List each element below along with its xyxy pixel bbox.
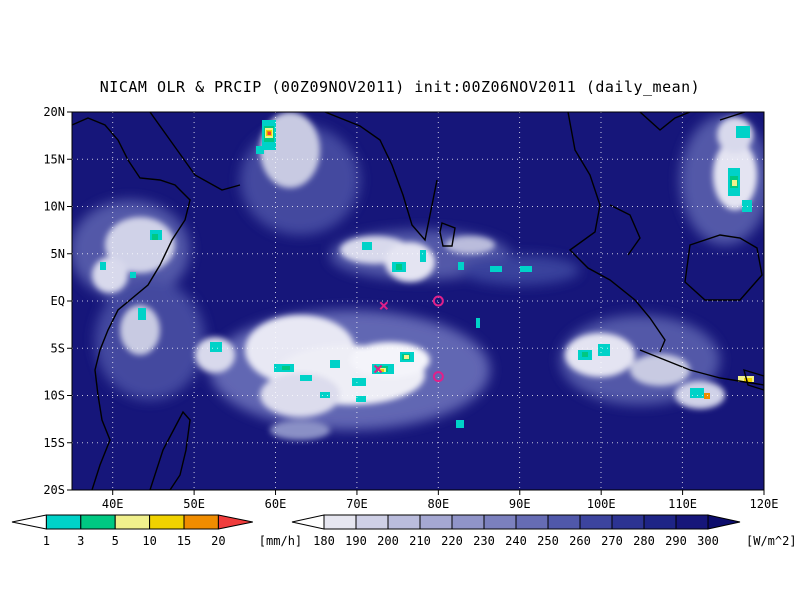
colorbar-label: 290 [665,534,687,548]
lon-tick-label: 100E [587,497,616,511]
lon-tick-label: 40E [102,497,124,511]
circle-marker [432,371,444,383]
colorbar-segment [675,514,709,530]
lat-tick-label: 15S [43,436,65,450]
colorbar-segment [611,514,645,530]
chart-title: NICAM OLR & PRCIP (00Z09NOV2011) init:00… [99,78,701,96]
colorbar-label: 220 [441,534,463,548]
colorbar-segment [419,514,453,530]
longitude-axis: 40E 50E 60E 70E 80E 90E 100E 110E 120E [102,490,779,511]
colorbar-segment [114,514,151,530]
colorbar-label: 230 [473,534,495,548]
colorbar-arrow-low [291,514,325,530]
lat-tick-label: 5S [51,341,65,355]
olr-legend: 180 190 200 210 220 230 240 250 260 270 280 290 300 [291,514,741,548]
colorbar-segment [45,514,82,530]
colorbar-label: 240 [505,534,527,548]
colorbar-label: 210 [409,534,431,548]
colorbar-segment [643,514,677,530]
colorbar-label: 270 [601,534,623,548]
lon-tick-label: 50E [183,497,205,511]
cross-marker [373,364,383,374]
colorbar-label: 180 [313,534,335,548]
colorbar-segment [149,514,185,530]
colorbar-segment [515,514,549,530]
olr-unit-label: [W/m^2] [746,534,797,548]
colorbar-label: 3 [77,534,84,548]
lon-tick-label: 120E [750,497,779,511]
lat-tick-label: 20S [43,483,65,497]
lat-tick-label: 10S [43,389,65,403]
colorbar-segment [323,514,357,530]
colorbar-segment [183,514,219,530]
colorbar-label: 200 [377,534,399,548]
event-markers [373,295,444,383]
colorbar-label: 20 [211,534,225,548]
lat-tick-label: 20N [43,105,65,119]
circle-marker [432,295,444,307]
lat-tick-label: EQ [51,294,65,308]
colorbar-segment [355,514,389,530]
colorbar-segment [483,514,517,530]
colorbar-arrow-high [707,514,741,530]
precip-unit-label: [mm/h] [259,534,302,548]
colorbar-label: 190 [345,534,367,548]
colorbar-arrow-low [11,514,47,530]
graticule [72,112,764,490]
lat-tick-label: 10N [43,200,65,214]
latitude-axis: 20N 15N 10N 5N EQ 5S 10S 15S 20S [43,105,72,497]
olr-cloud-field [72,112,764,440]
colorbar-segment [80,514,116,530]
coastlines [72,112,764,490]
lon-tick-label: 110E [668,497,697,511]
colorbar-label: 1 [43,534,50,548]
lon-tick-label: 80E [428,497,450,511]
colorbar-segment [451,514,485,530]
lon-tick-label: 90E [509,497,531,511]
lat-tick-label: 5N [51,247,65,261]
colorbar-label: 260 [569,534,591,548]
colorbar-segment [547,514,581,530]
lon-tick-label: 70E [346,497,368,511]
colorbar-label: 280 [633,534,655,548]
colorbar-label: 250 [537,534,559,548]
colorbar-label: 300 [697,534,719,548]
colorbar-segment [579,514,613,530]
colorbar-arrow-high [217,514,253,530]
precip-legend: 1 3 5 10 15 20 [11,514,253,548]
colorbar-label: 5 [112,534,119,548]
colorbar-label: 10 [142,534,156,548]
lon-tick-label: 60E [265,497,287,511]
colorbar-segment [387,514,421,530]
lat-tick-label: 15N [43,152,65,166]
cross-marker [379,301,389,310]
colorbar-label: 15 [177,534,191,548]
